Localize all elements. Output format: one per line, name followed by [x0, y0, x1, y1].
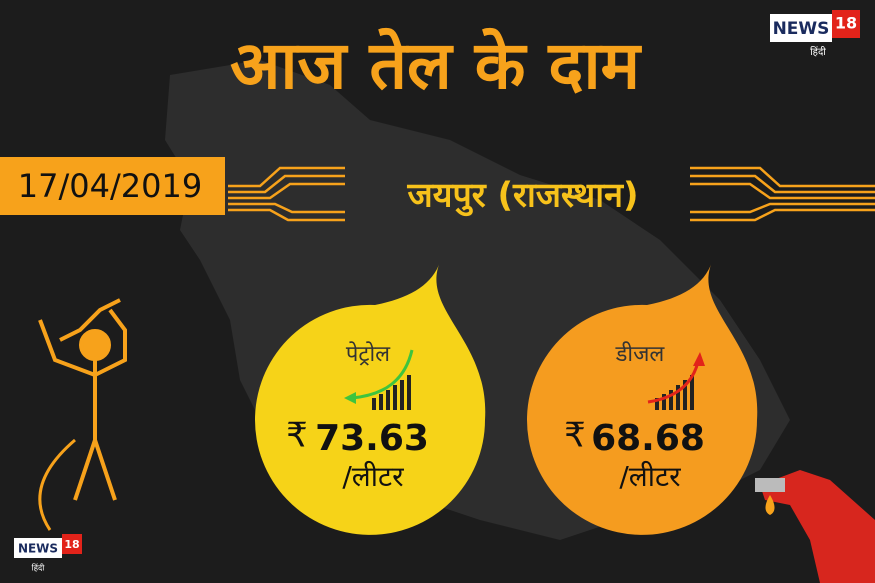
- diesel-signal-bars: [655, 375, 694, 410]
- footer-number: 18: [64, 538, 79, 551]
- logo-brand: NEWS: [773, 19, 830, 39]
- fuel-name: पेट्रोल: [346, 341, 391, 367]
- logo: NEWS 18 हिंदी: [770, 10, 860, 58]
- footer-logo: NEWS 18 हिंदी: [14, 534, 82, 573]
- wire-decoration: [228, 166, 875, 222]
- fuel-name: डीजल: [615, 341, 666, 367]
- logo-number-box: [832, 10, 860, 38]
- petrol-drop: [255, 262, 486, 535]
- footer-sub: हिंदी: [32, 563, 46, 573]
- up-arrow: [647, 361, 700, 404]
- price: 68.68: [591, 418, 705, 459]
- footer-brand: NEWS: [18, 542, 58, 556]
- unit: /लीटर: [619, 460, 681, 493]
- currency: ₹: [564, 416, 586, 456]
- unit: /लीटर: [342, 460, 404, 493]
- arrow-head: [693, 352, 705, 366]
- logo-box: [770, 14, 832, 42]
- currency: ₹: [286, 416, 308, 456]
- location: जयपुर (राजस्थान): [407, 176, 639, 217]
- logo-sub: हिंदी: [810, 46, 826, 58]
- down-arrow: [351, 349, 414, 400]
- price: 73.63: [315, 418, 429, 459]
- diesel-drop: [527, 262, 758, 535]
- date: 17/04/2019: [18, 167, 202, 205]
- petrol-signal-bars: [372, 375, 411, 410]
- fuel-nozzle: [755, 470, 875, 583]
- logo-number: 18: [835, 14, 857, 33]
- title: आज तेल के दाम: [230, 27, 643, 104]
- worker-figure: [38, 298, 127, 531]
- arrow-head: [344, 392, 356, 404]
- date-box: [0, 157, 225, 215]
